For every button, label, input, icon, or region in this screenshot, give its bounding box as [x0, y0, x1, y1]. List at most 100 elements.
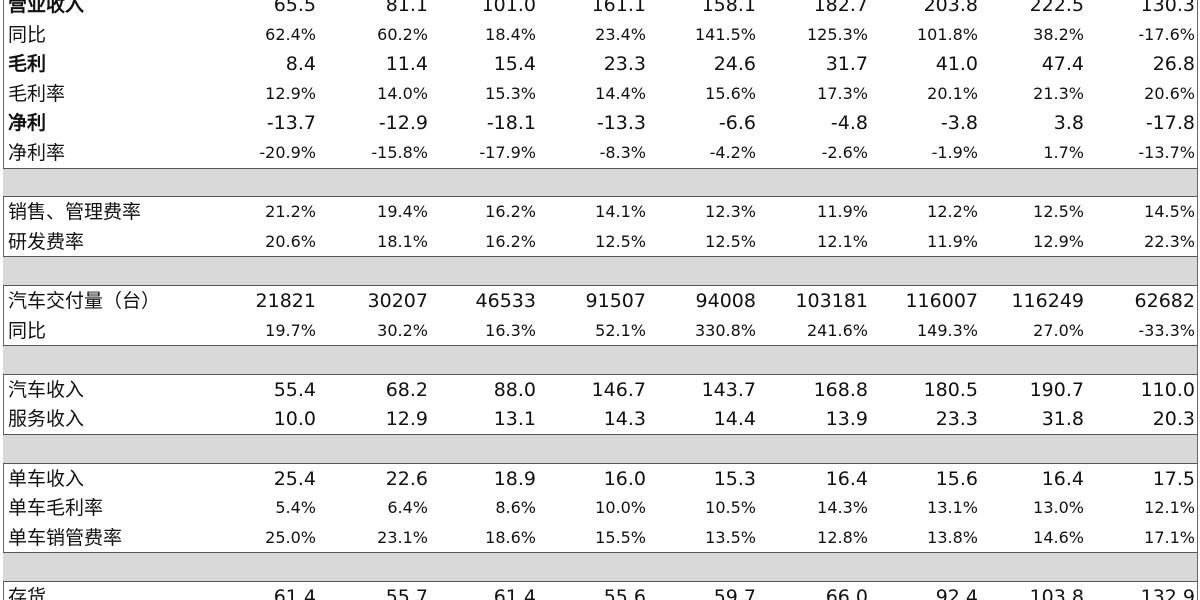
cell-value: 101.0: [481, 0, 536, 16]
cell-value: 62682: [1134, 290, 1195, 312]
row-label: 毛利: [8, 53, 47, 76]
cell-value: 12.1%: [817, 231, 868, 251]
cell-value: 27.0%: [1033, 320, 1084, 340]
cell-value: 68.2: [385, 378, 428, 401]
cell-value: 81.1: [385, 0, 428, 16]
cell-value: -18.1: [486, 112, 536, 135]
cell-value: 222.5: [1029, 0, 1084, 16]
cell-value: 26.8: [1152, 53, 1195, 76]
cell-value: 18.1%: [377, 231, 428, 251]
cell-value: 17.3%: [817, 83, 868, 103]
cell-value: 3.8: [1053, 112, 1084, 135]
cell-value: -8.3%: [599, 143, 646, 162]
cell-value: 22.3%: [1144, 231, 1195, 251]
cell-value: 61.4: [273, 586, 316, 600]
cell-value: 18.9: [493, 467, 536, 490]
cell-value: 8.4: [285, 53, 316, 76]
cell-value: 168.8: [813, 378, 868, 401]
cell-value: 14.0%: [377, 83, 428, 103]
cell-value: 12.9%: [265, 83, 316, 103]
cell-value: 14.5%: [1144, 202, 1195, 222]
cell-value: 190.7: [1029, 378, 1084, 401]
cell-value: -13.7: [266, 112, 316, 135]
cell-value: 21.3%: [1033, 83, 1084, 103]
cell-value: 143.7: [701, 378, 756, 401]
separator-row: [3, 552, 1197, 582]
cell-value: 23.4%: [595, 24, 646, 44]
cell-value: 13.1%: [927, 498, 978, 518]
cell-value: -2.6%: [821, 143, 868, 162]
cell-value: 146.7: [591, 378, 646, 401]
cell-value: 6.4%: [387, 498, 428, 518]
separator-row: [3, 434, 1197, 464]
cell-value: 5.4%: [275, 498, 316, 518]
cell-value: 16.0: [603, 467, 646, 490]
cell-value: -17.6%: [1138, 24, 1195, 44]
cell-value: 38.2%: [1033, 24, 1084, 44]
cell-value: 61.4: [493, 586, 536, 600]
cell-value: 11.9%: [817, 202, 868, 222]
right-border: [1197, 0, 1198, 600]
cell-value: 91507: [585, 290, 646, 312]
cell-value: 21821: [255, 290, 316, 312]
cell-value: 15.3: [713, 467, 756, 490]
cell-value: 149.3%: [916, 320, 978, 340]
cell-value: 17.1%: [1144, 527, 1195, 547]
cell-value: 17.5: [1152, 467, 1195, 490]
separator-row: [3, 167, 1197, 198]
cell-value: 25.4: [273, 467, 316, 490]
cell-value: 110.0: [1140, 378, 1195, 401]
cell-value: 132.9: [1140, 586, 1195, 600]
cell-value: 30207: [367, 290, 428, 312]
cell-value: 23.3: [935, 408, 978, 431]
cell-value: 21.2%: [265, 202, 316, 222]
cell-value: 182.7: [813, 0, 868, 16]
cell-value: 116007: [905, 290, 978, 312]
cell-value: 20.6%: [1144, 83, 1195, 103]
row-label: 单车毛利率: [8, 497, 104, 520]
row-label: 单车收入: [8, 467, 85, 490]
cell-value: 116249: [1011, 290, 1084, 312]
cell-value: 16.2%: [485, 231, 536, 251]
cell-value: 8.6%: [495, 498, 536, 518]
cell-value: 66.0: [825, 586, 868, 600]
cell-value: 101.8%: [916, 24, 978, 44]
cell-value: 11.4: [385, 53, 428, 76]
cell-value: 10.5%: [705, 498, 756, 518]
cell-value: 59.7: [713, 586, 756, 600]
row-label: 同比: [8, 319, 47, 342]
cell-value: 130.3: [1140, 0, 1195, 16]
cell-value: 25.0%: [265, 527, 316, 547]
row-label: 研发费率: [8, 230, 85, 253]
cell-value: 20.1%: [927, 83, 978, 103]
cell-value: 12.1%: [1144, 498, 1195, 518]
cell-value: 15.5%: [595, 527, 646, 547]
cell-value: 65.5: [273, 0, 316, 16]
separator-row: [3, 345, 1197, 375]
cell-value: 13.5%: [705, 527, 756, 547]
cell-value: 141.5%: [694, 24, 756, 44]
cell-value: 31.8: [1041, 408, 1084, 431]
cell-value: -12.9: [378, 112, 428, 135]
row-label: 同比: [8, 23, 47, 46]
cell-value: 13.8%: [927, 527, 978, 547]
row-label: 单车销管费率: [8, 526, 123, 549]
cell-value: -13.7%: [1138, 143, 1195, 162]
cell-value: 92.4: [935, 586, 978, 600]
cell-value: -17.8: [1145, 112, 1195, 135]
cell-value: -15.8%: [371, 143, 428, 162]
cell-value: 125.3%: [806, 24, 868, 44]
cell-value: -20.9%: [259, 143, 316, 162]
cell-value: 13.0%: [1033, 498, 1084, 518]
cell-value: 14.3: [603, 408, 646, 431]
cell-value: 12.3%: [705, 202, 756, 222]
separator-row: [3, 256, 1197, 286]
cell-value: 18.6%: [485, 527, 536, 547]
cell-value: 62.4%: [265, 24, 316, 44]
cell-value: 15.4: [493, 53, 536, 76]
row-label: 毛利率: [8, 82, 66, 105]
row-label: 汽车收入: [8, 378, 85, 401]
cell-value: 12.2%: [927, 202, 978, 222]
cell-value: 88.0: [493, 378, 536, 401]
